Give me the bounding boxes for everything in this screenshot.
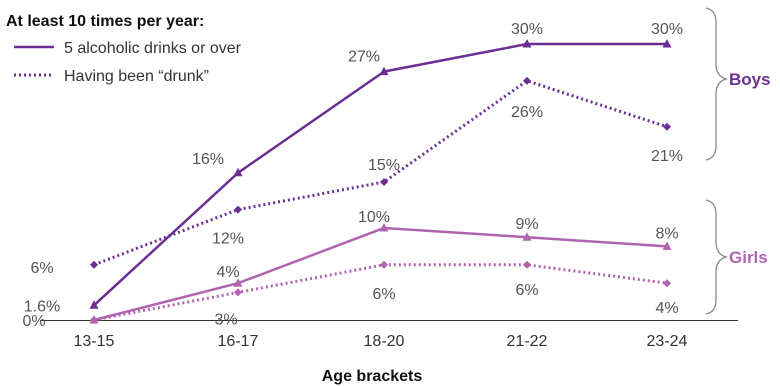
data-label: 16% <box>192 151 224 168</box>
data-label: 21% <box>651 148 683 165</box>
group-brackets: Boys Girls <box>705 7 771 315</box>
data-point <box>522 39 532 48</box>
legend-label-solid: 5 alcoholic drinks or over <box>64 40 242 57</box>
x-tick-label: 13-15 <box>74 333 115 350</box>
data-point <box>523 76 531 85</box>
boys-bracket <box>705 7 729 161</box>
data-point <box>233 278 243 287</box>
data-point <box>234 288 242 297</box>
group-label-boys: Boys <box>729 70 771 89</box>
data-point <box>233 167 243 177</box>
data-point <box>662 241 672 250</box>
data-label: 27% <box>348 49 380 66</box>
data-label: 4% <box>216 264 239 281</box>
girls-bracket <box>705 199 729 315</box>
data-label: 3% <box>214 311 237 328</box>
x-axis-title: Age brackets <box>322 368 423 385</box>
data-label: 1.6% <box>24 298 60 315</box>
data-point <box>379 66 389 76</box>
data-labels: 1.6% 16% 27% 30% 30% 6% 12% 15% 26% 21% 0% 4% 10% 9% 8… <box>22 21 683 330</box>
data-point <box>522 232 532 241</box>
data-label: 10% <box>358 209 390 226</box>
data-label: 9% <box>515 216 538 233</box>
data-point <box>90 260 98 269</box>
legend: At least 10 times per year: 5 alcoholic … <box>6 13 242 85</box>
data-label: 6% <box>515 282 538 299</box>
data-point <box>663 279 671 288</box>
x-tick-label: 18-20 <box>364 333 405 350</box>
data-label: 30% <box>511 21 543 38</box>
series-line <box>93 226 668 322</box>
data-point <box>90 316 98 324</box>
data-label: 26% <box>511 104 543 121</box>
data-label: 0% <box>22 313 45 330</box>
data-label: 4% <box>655 300 678 317</box>
x-tick-label: 23-24 <box>647 333 688 350</box>
series-lines <box>89 39 672 324</box>
data-label: 12% <box>212 231 244 248</box>
data-label: 8% <box>655 225 678 242</box>
data-point <box>523 260 531 269</box>
group-label-girls: Girls <box>729 248 768 267</box>
x-tick-label: 16-17 <box>218 333 259 350</box>
data-point <box>663 122 671 131</box>
data-point <box>379 223 389 232</box>
data-point <box>89 300 99 309</box>
data-label: 15% <box>368 157 400 174</box>
x-axis-ticks: 13-15 16-17 18-20 21-22 23-24 <box>74 333 688 350</box>
data-label: 30% <box>651 21 683 38</box>
data-label: 6% <box>372 286 395 303</box>
data-point <box>234 205 242 214</box>
legend-title: At least 10 times per year: <box>6 13 204 30</box>
data-point <box>662 39 672 48</box>
data-point <box>380 178 388 186</box>
data-point <box>380 260 388 269</box>
data-label: 6% <box>30 260 53 277</box>
x-tick-label: 21-22 <box>507 333 548 350</box>
legend-label-dotted: Having been “drunk” <box>64 68 209 85</box>
